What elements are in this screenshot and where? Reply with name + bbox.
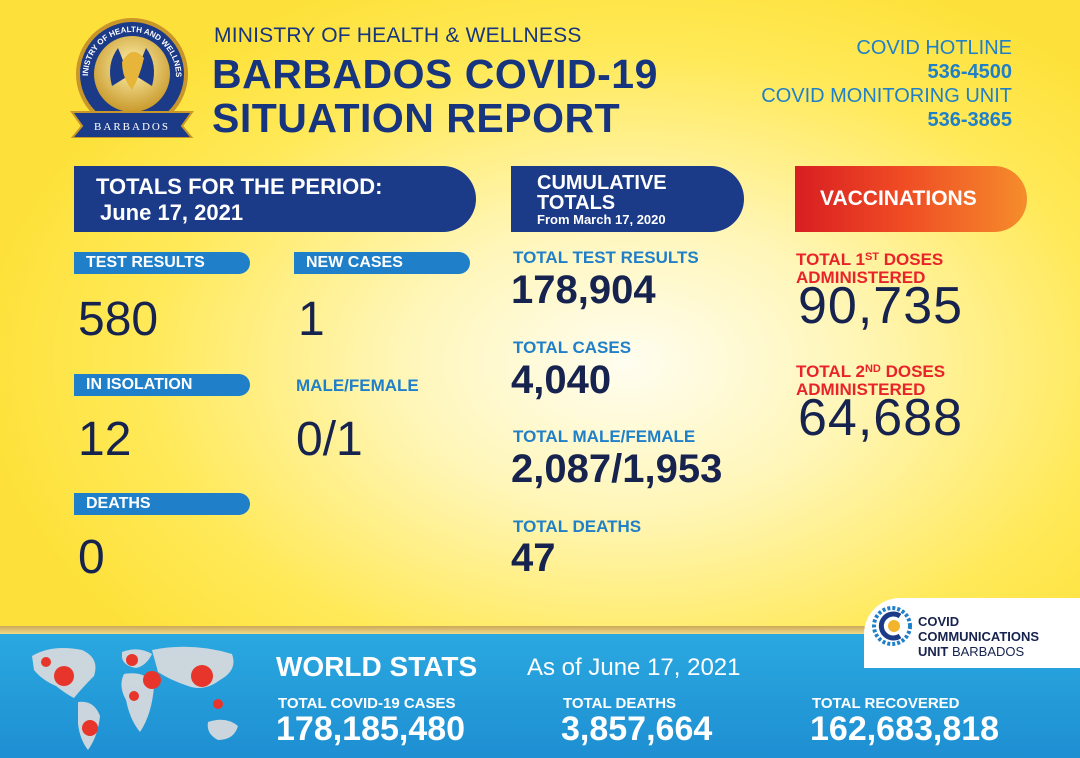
monitoring-number[interactable]: 536-3865	[927, 109, 1012, 131]
cumulative-heading-line2: TOTALS	[537, 192, 616, 214]
second-doses-suffix: DOSES	[880, 362, 946, 381]
ministry-logo: MINISTRY OF HEALTH AND WELLNESS BARBADOS	[63, 7, 198, 139]
first-doses-suffix: DOSES	[879, 250, 944, 269]
ccu-name: COVID COMMUNICATIONS UNIT BARBADOS	[918, 614, 1039, 659]
ministry-name: MINISTRY OF HEALTH & WELLNESS	[214, 24, 582, 47]
new-cases-label: NEW CASES	[294, 252, 470, 274]
hotline-label: COVID HOTLINE	[856, 37, 1012, 59]
ccu-logo-icon	[870, 604, 914, 648]
vaccinations-banner: VACCINATIONS	[795, 166, 1027, 232]
hotline-number[interactable]: 536-4500	[927, 61, 1012, 83]
second-doses-label: TOTAL 2ND DOSES ADMINISTERED	[796, 360, 945, 399]
new-cases-value: 1	[298, 293, 325, 346]
deaths-value: 0	[78, 531, 105, 584]
ccu-line3-light: BARBADOS	[948, 644, 1025, 659]
report-title-line1: BARBADOS COVID-19	[212, 51, 658, 97]
world-stats-date: As of June 17, 2021	[527, 654, 741, 681]
second-doses-line2: ADMINISTERED	[796, 380, 926, 399]
period-date: June 17, 2021	[100, 200, 244, 225]
second-doses-value: 64,688	[798, 389, 964, 447]
first-doses-label: TOTAL 1ST DOSES ADMINISTERED	[796, 248, 943, 287]
test-results-label: TEST RESULTS	[74, 252, 250, 274]
male-female-value: 0/1	[296, 413, 363, 466]
world-deaths-value: 3,857,664	[561, 710, 713, 748]
vaccinations-heading: VACCINATIONS	[820, 187, 977, 210]
monitoring-label: COVID MONITORING UNIT	[761, 85, 1012, 107]
total-deaths-label: TOTAL DEATHS	[513, 517, 642, 536]
report-title-line2: SITUATION REPORT	[212, 95, 621, 141]
total-tests-label: TOTAL TEST RESULTS	[513, 248, 699, 267]
period-banner: TOTALS FOR THE PERIOD: June 17, 2021	[74, 166, 476, 232]
period-heading: TOTALS FOR THE PERIOD:	[96, 174, 383, 199]
world-cases-value: 178,185,480	[276, 710, 466, 748]
divider	[0, 626, 1080, 634]
total-deaths-value: 47	[511, 536, 556, 580]
cumulative-banner: CUMULATIVE TOTALS From March 17, 2020	[511, 166, 744, 232]
first-doses-sup: ST	[864, 251, 880, 263]
report-title: BARBADOS COVID-19 SITUATION REPORT	[212, 52, 658, 140]
ccu-line2: COMMUNICATIONS	[918, 629, 1040, 644]
svg-text:BARBADOS: BARBADOS	[94, 121, 170, 133]
first-doses-line2: ADMINISTERED	[796, 268, 926, 287]
ccu-line3-bold: UNIT	[918, 644, 949, 659]
world-cases-label: TOTAL COVID-19 CASES	[278, 695, 456, 712]
world-recovered-label: TOTAL RECOVERED	[812, 695, 960, 712]
total-cases-label: TOTAL CASES	[513, 338, 632, 357]
deaths-label: DEATHS	[74, 493, 250, 515]
second-doses-prefix: TOTAL 2	[796, 362, 865, 381]
test-results-value: 580	[78, 293, 159, 346]
total-tests-value: 178,904	[511, 268, 656, 312]
ccu-line1: COVID	[918, 614, 960, 629]
male-female-label: MALE/FEMALE	[296, 376, 419, 395]
cumulative-since: From March 17, 2020	[537, 212, 666, 227]
second-doses-sup: ND	[864, 363, 881, 375]
total-mf-label: TOTAL MALE/FEMALE	[513, 427, 696, 446]
first-doses-prefix: TOTAL 1	[796, 250, 865, 269]
world-recovered-value: 162,683,818	[810, 710, 1000, 748]
world-map-icon	[12, 636, 252, 756]
contact-block: COVID HOTLINE 536-4500 COVID MONITORING …	[761, 36, 1012, 132]
isolation-label: IN ISOLATION	[74, 374, 250, 396]
total-cases-value: 4,040	[511, 358, 612, 402]
isolation-value: 12	[78, 413, 132, 466]
first-doses-value: 90,735	[798, 277, 964, 335]
cumulative-heading-line1: CUMULATIVE	[537, 172, 667, 194]
world-deaths-label: TOTAL DEATHS	[563, 695, 677, 712]
world-stats-title: WORLD STATS	[276, 651, 478, 682]
total-mf-value: 2,087/1,953	[511, 447, 723, 491]
